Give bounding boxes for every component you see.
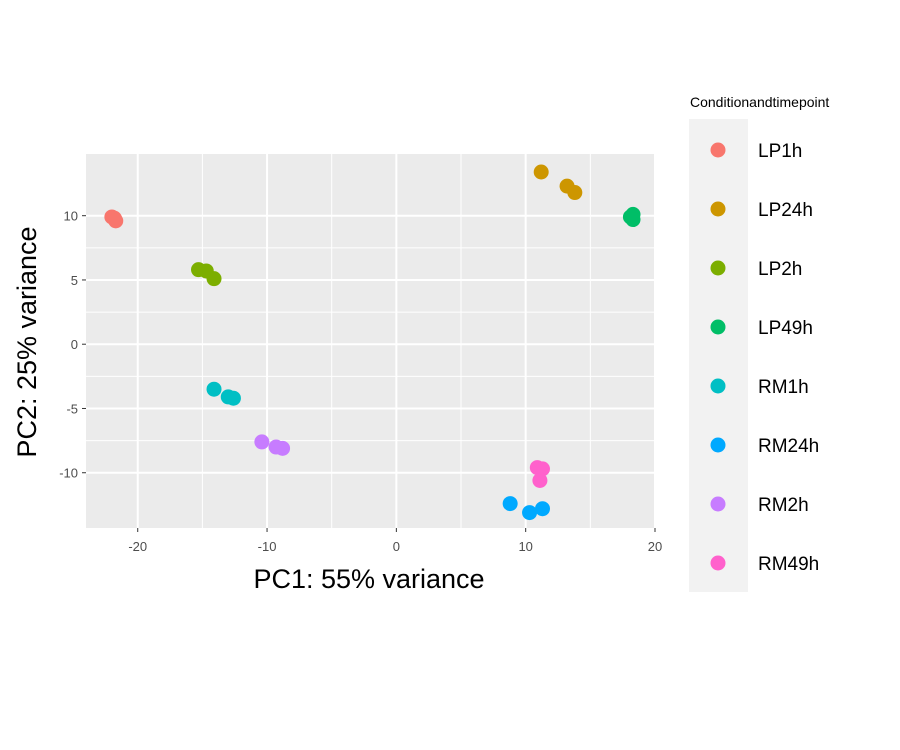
- legend-label-lp24h: LP24h: [758, 200, 813, 221]
- data-point-rm24h: [522, 505, 538, 521]
- legend-label-lp1h: LP1h: [758, 141, 802, 162]
- y-tick-label: -5: [66, 401, 78, 416]
- x-axis-title: PC1: 55% variance: [253, 564, 484, 594]
- x-tick-label: -20: [128, 539, 147, 554]
- y-tick-label: 5: [71, 273, 78, 288]
- legend: LP1h LP24h LP2h LP49h RM1h RM24h RM2h RM49h: [710, 141, 819, 575]
- x-axis-ticks: -20 -10 0 10 20: [128, 528, 662, 554]
- legend-label-rm24h: RM24h: [758, 436, 819, 457]
- legend-label-lp2h: LP2h: [758, 259, 802, 280]
- data-point-lp2h: [206, 271, 222, 287]
- legend-label-rm2h: RM2h: [758, 495, 809, 516]
- y-tick-label: -10: [59, 466, 78, 481]
- legend-label-rm1h: RM1h: [758, 377, 809, 398]
- data-point-rm24h: [534, 501, 550, 517]
- x-tick-label: -10: [258, 539, 277, 554]
- data-point-lp24h: [533, 164, 549, 180]
- legend-key-rm49h: [710, 555, 726, 571]
- legend-title: Conditionandtimepoint: [690, 94, 829, 110]
- legend-label-rm49h: RM49h: [758, 554, 819, 575]
- data-point-rm1h: [225, 390, 241, 406]
- data-point-rm1h: [206, 381, 222, 397]
- legend-key-lp24h: [710, 201, 726, 217]
- legend-key-rm2h: [710, 496, 726, 512]
- x-tick-label: 10: [518, 539, 532, 554]
- data-point-rm49h: [534, 461, 550, 477]
- y-tick-label: 10: [64, 209, 78, 224]
- legend-key-rm24h: [710, 437, 726, 453]
- legend-label-lp49h: LP49h: [758, 318, 813, 339]
- data-point-lp1h: [108, 213, 124, 229]
- data-point-lp49h: [625, 212, 641, 228]
- data-point-rm24h: [502, 496, 518, 512]
- legend-key-lp49h: [710, 319, 726, 335]
- legend-key-background: [689, 119, 748, 592]
- data-point-lp24h: [567, 185, 583, 201]
- y-tick-label: 0: [71, 337, 78, 352]
- y-axis-ticks: -10 -5 0 5 10: [59, 209, 86, 481]
- legend-key-rm1h: [710, 378, 726, 394]
- data-point-rm2h: [275, 440, 291, 456]
- data-points: [104, 164, 641, 521]
- data-point-rm49h: [532, 472, 548, 488]
- legend-key-lp1h: [710, 142, 726, 158]
- x-tick-label: 20: [648, 539, 662, 554]
- x-tick-label: 0: [393, 539, 400, 554]
- data-point-rm2h: [254, 434, 270, 450]
- y-axis-title: PC2: 25% variance: [12, 226, 42, 457]
- major-gridlines: [86, 154, 656, 528]
- legend-key-lp2h: [710, 260, 726, 276]
